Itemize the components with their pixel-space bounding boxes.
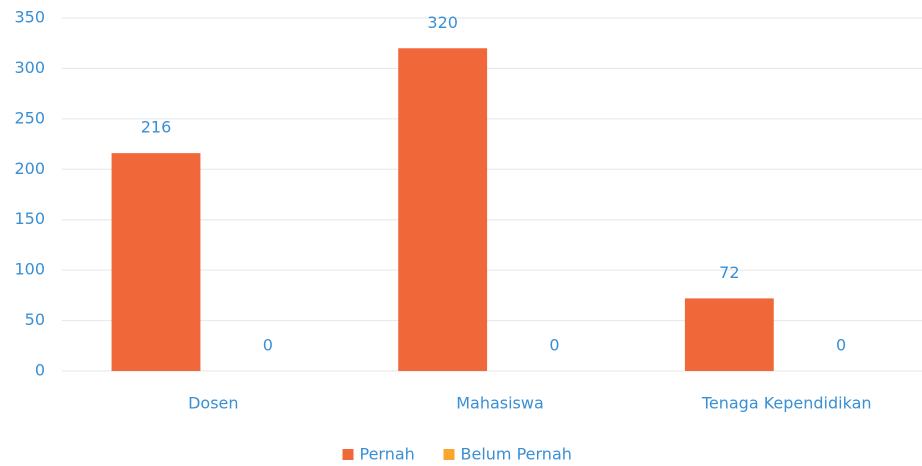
x-tick-label: Dosen: [188, 394, 238, 413]
data-label: 0: [549, 336, 559, 355]
bar: [398, 48, 488, 371]
data-label: 320: [427, 13, 458, 32]
legend-label: Belum Pernah: [461, 445, 572, 464]
legend-label: Pernah: [360, 445, 415, 464]
data-label: 72: [719, 263, 739, 282]
y-tick-label: 50: [25, 310, 45, 329]
y-tick-label: 100: [14, 260, 45, 279]
x-tick-label: Tenaga Kependidikan: [701, 394, 872, 413]
y-tick-label: 250: [14, 108, 45, 127]
y-tick-label: 0: [35, 361, 45, 380]
y-tick-label: 200: [14, 159, 45, 178]
data-label: 216: [141, 118, 172, 137]
y-tick-label: 150: [14, 209, 45, 228]
bar: [684, 298, 774, 371]
y-tick-label: 300: [14, 58, 45, 77]
x-tick-label: Mahasiswa: [456, 394, 544, 413]
y-tick-label: 350: [14, 8, 45, 27]
bar: [111, 153, 201, 371]
legend-swatch: [443, 449, 455, 460]
data-label: 0: [263, 336, 273, 355]
data-label: 0: [836, 336, 846, 355]
legend-swatch: [342, 449, 354, 460]
